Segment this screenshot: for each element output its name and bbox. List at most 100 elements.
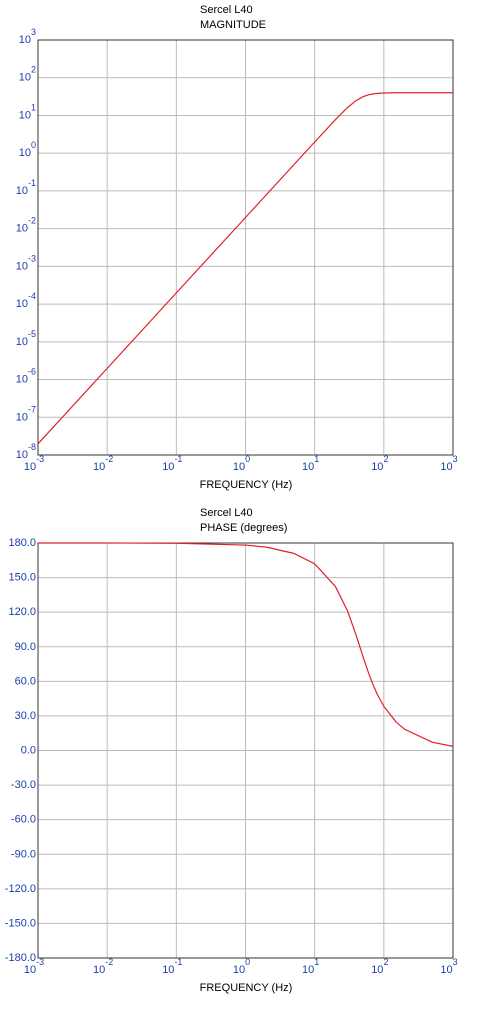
x-tick-label-exponent: -3 [36,454,44,464]
y-tick-label: -150.0 [5,917,36,929]
y-tick-label: 102 [19,65,36,84]
x-tick-label: 10-2 [93,957,113,976]
x-tick-label-base: 10 [440,964,452,976]
y-tick-label: 100 [19,141,36,160]
x-tick-label-base: 10 [162,964,174,976]
y-tick-label: 90.0 [15,641,36,653]
x-axis-label: FREQUENCY (Hz) [200,479,293,491]
y-tick-label-exponent: 0 [31,141,36,151]
x-tick-label: 100 [233,957,250,976]
x-tick-label-base: 10 [24,461,36,473]
x-tick-label-base: 10 [24,964,36,976]
y-tick-label-base: 10 [16,373,28,385]
x-tick-label-base: 10 [371,461,383,473]
x-tick-label-base: 10 [162,461,174,473]
y-tick-label: -30.0 [11,779,36,791]
y-tick-label: 103 [19,27,36,46]
x-tick-label-exponent: -1 [174,454,182,464]
x-tick-label-exponent: -3 [36,957,44,967]
x-tick-label-base: 10 [371,964,383,976]
y-tick-label-base: 10 [16,336,28,348]
x-tick-label: 101 [302,454,319,473]
x-tick-label: 10-3 [24,454,44,473]
plot-frame [37,542,454,959]
x-tick-label: 10-1 [162,957,182,976]
x-tick-label-exponent: 3 [453,454,458,464]
y-tick-label-exponent: -5 [28,329,36,339]
y-tick-label: 10-1 [16,178,36,197]
y-tick-label: 180.0 [8,537,36,549]
chart-title: Sercel L40 [200,4,253,16]
x-tick-label: 102 [371,957,388,976]
x-tick-label-exponent: -2 [105,454,113,464]
x-tick-label-exponent: 0 [245,454,250,464]
x-tick-label: 103 [440,957,457,976]
y-tick-label-base: -120.0 [5,883,36,895]
y-tick-label-base: 10 [19,72,31,84]
y-tick-label-base: 150.0 [8,571,36,583]
y-tick-label-exponent: -7 [28,405,36,415]
x-tick-label-exponent: 0 [245,957,250,967]
y-tick-label: 10-2 [16,216,36,235]
y-tick-label-base: 30.0 [15,710,36,722]
y-tick-label-exponent: -3 [28,254,36,264]
chart-subtitle: MAGNITUDE [200,19,266,31]
y-tick-label: 10-3 [16,254,36,273]
y-tick-label: -180.0 [5,952,36,964]
y-tick-label-base: -60.0 [11,814,36,826]
y-tick-label-exponent: 2 [31,65,36,75]
x-axis-label: FREQUENCY (Hz) [200,982,293,994]
x-tick-label: 10-2 [93,454,113,473]
x-tick-label: 102 [371,454,388,473]
y-tick-label-base: 60.0 [15,675,36,687]
y-tick-label: 120.0 [8,606,36,618]
x-tick-label-exponent: 2 [383,957,388,967]
y-tick-label: -90.0 [11,848,36,860]
y-tick-label-base: 10 [16,298,28,310]
x-tick-label-base: 10 [302,964,314,976]
x-tick-label-exponent: -2 [105,957,113,967]
y-tick-label-exponent: -8 [28,442,36,452]
y-tick-label: 30.0 [15,710,36,722]
y-tick-label: -120.0 [5,883,36,895]
y-tick-label-base: 0.0 [21,744,36,756]
y-tick-label-exponent: -6 [28,367,36,377]
x-tick-label-exponent: 2 [383,454,388,464]
plot-frame [37,39,454,456]
x-tick-label: 10-1 [162,454,182,473]
x-tick-label-exponent: 1 [314,957,319,967]
chart-subtitle: PHASE (degrees) [200,522,287,534]
x-tick-label-base: 10 [440,461,452,473]
y-tick-label-exponent: -2 [28,216,36,226]
x-tick-label-base: 10 [93,964,105,976]
y-tick-label-exponent: -4 [28,291,36,301]
x-tick-label-base: 10 [93,461,105,473]
x-tick-label-base: 10 [233,964,245,976]
y-tick-label: 150.0 [8,571,36,583]
y-tick-label-exponent: -1 [28,178,36,188]
y-tick-label-base: 10 [19,109,31,121]
x-tick-label: 10-3 [24,957,44,976]
y-tick-label: 10-5 [16,329,36,348]
y-tick-label-base: 10 [19,34,31,46]
y-tick-label-base: 10 [16,185,28,197]
y-tick-label: -60.0 [11,814,36,826]
curve [38,542,454,747]
x-tick-label-base: 10 [302,461,314,473]
y-tick-label-base: 10 [16,260,28,272]
y-tick-label-base: -30.0 [11,779,36,791]
y-tick-label-base: 120.0 [8,606,36,618]
y-tick-label: 10-6 [16,367,36,386]
y-tick-label: 10-7 [16,405,36,424]
y-tick-label-base: 10 [16,411,28,423]
y-tick-label-base: -90.0 [11,848,36,860]
y-tick-label-base: 10 [19,147,31,159]
y-tick-label: 60.0 [15,675,36,687]
x-tick-label-base: 10 [233,461,245,473]
x-tick-label: 103 [440,454,457,473]
x-tick-label: 101 [302,957,319,976]
y-tick-label: 10-4 [16,291,36,310]
y-tick-label-base: -180.0 [5,952,36,964]
